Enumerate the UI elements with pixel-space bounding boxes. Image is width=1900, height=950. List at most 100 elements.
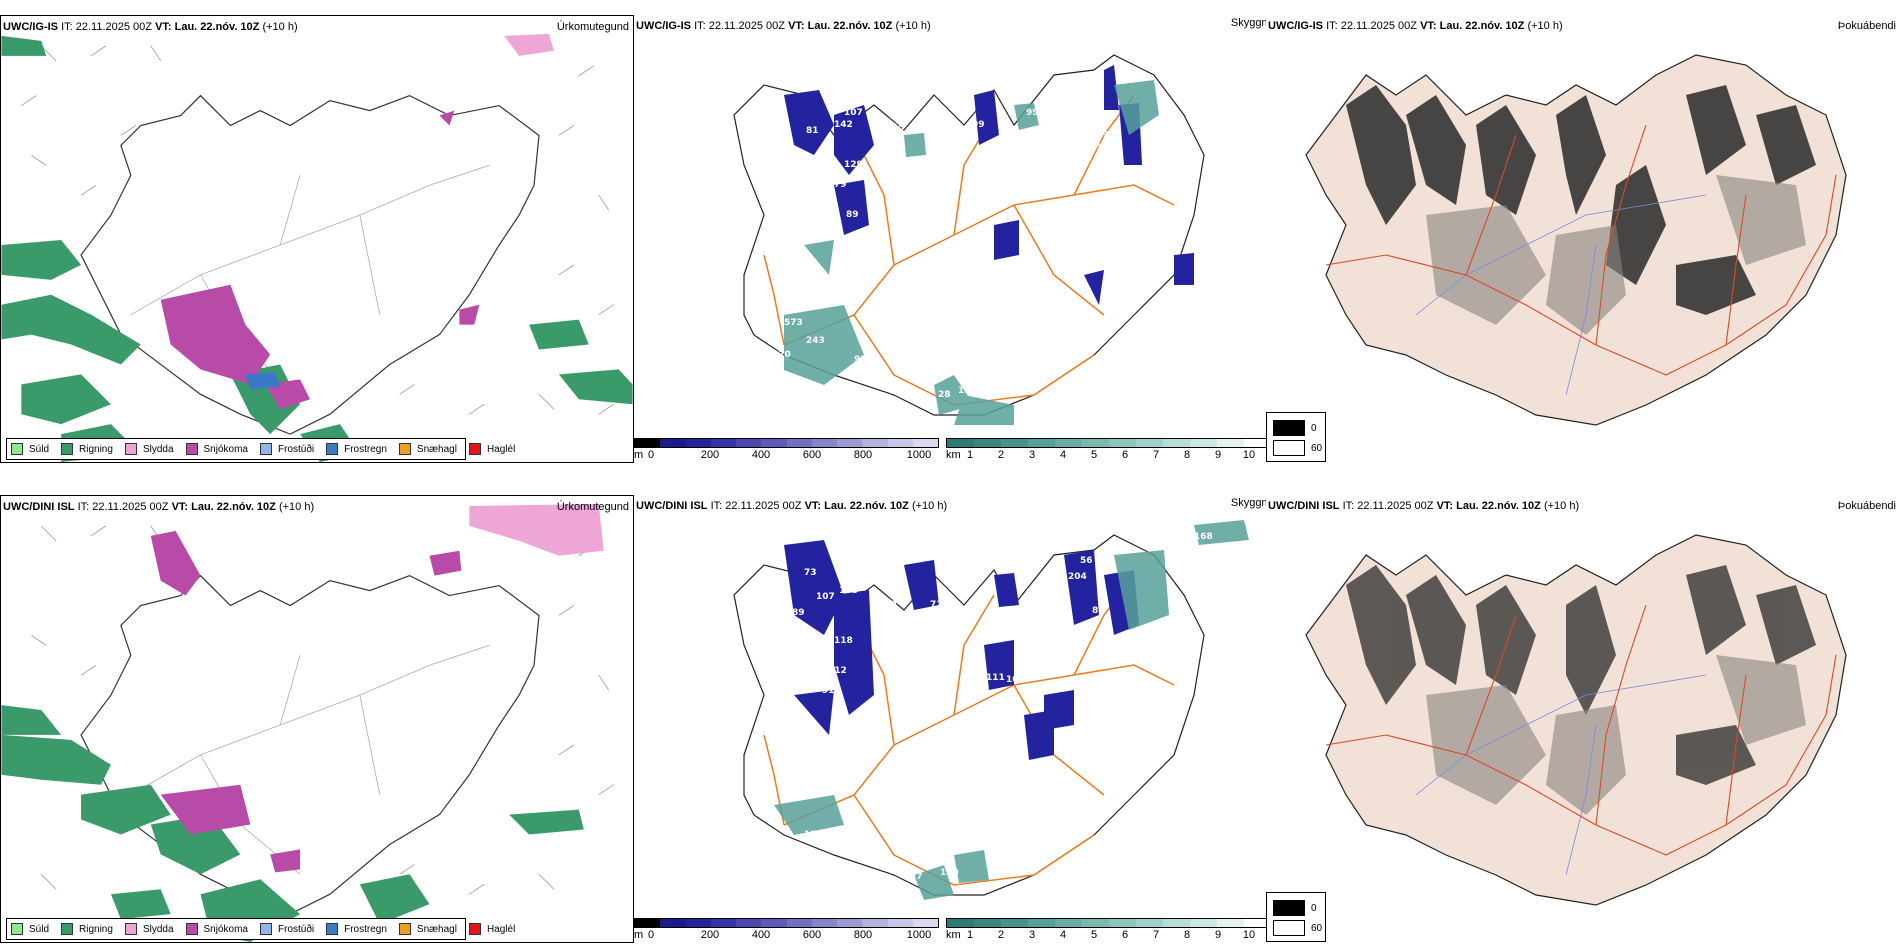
fog-legend-low: 0 bbox=[1273, 420, 1317, 436]
ceiling-tick: 600 bbox=[802, 449, 822, 461]
rivers bbox=[1415, 674, 1707, 876]
precip-legend-row2: Súld Rigning Slydda Snjókoma Frostúði Fr… bbox=[6, 918, 515, 940]
fog-field-name: Þokuábendi bbox=[1837, 20, 1896, 32]
legend-item: Frostúði bbox=[259, 443, 314, 455]
cloud-title-row1: UWC/IG-IS IT: 22.11.2025 00Z VT: Lau. 22… bbox=[636, 20, 931, 32]
fog-legend-high: 60 bbox=[1273, 920, 1322, 936]
ceiling-label: 591 bbox=[1068, 93, 1087, 103]
sleet-areas bbox=[469, 503, 604, 556]
ceiling-tick: 400 bbox=[751, 449, 771, 461]
ceiling-labels: 73 89 107 108 118 72 152 112 91 81 20 10… bbox=[770, 532, 1213, 882]
visibility-tick: 7 bbox=[1152, 929, 1160, 941]
visibility-areas bbox=[784, 80, 1159, 425]
precip-map-row1 bbox=[1, 33, 633, 462]
ceiling-label: 142 bbox=[834, 120, 853, 130]
precip-map-row2 bbox=[1, 503, 614, 942]
ceiling-label: 81 bbox=[770, 713, 783, 723]
cloud-field-name: Skyggni bbox=[1230, 497, 1270, 509]
ceiling-label: 20 bbox=[884, 600, 897, 610]
fog-title-row2: UWC/DINI ISL IT: 22.11.2025 00Z VT: Lau.… bbox=[1268, 500, 1580, 512]
visibility-tick: 10 bbox=[1242, 449, 1256, 461]
ceiling-label: 99 bbox=[980, 238, 993, 248]
ceiling-colorbar-row2: m 0 200 400 600 800 1000 bbox=[634, 918, 939, 942]
ceiling-label: 89 bbox=[846, 210, 859, 220]
legend-item: Snæhagl bbox=[398, 443, 457, 455]
fog-field-name: Þokuábendi bbox=[1837, 500, 1896, 512]
ceiling-label: 243 bbox=[806, 336, 825, 346]
ceiling-label: 87 bbox=[1092, 606, 1105, 616]
ceiling-label: 122 bbox=[804, 830, 823, 840]
cloud-panel-row1: 81 142 107 89 129 79 108 89 96 77 15 99 … bbox=[634, 15, 1274, 463]
visibility-unit: km bbox=[946, 449, 961, 461]
low-ceiling-areas bbox=[784, 540, 1139, 760]
ceiling-label: 111 bbox=[986, 673, 1005, 683]
ceiling-label: 206 bbox=[1050, 770, 1069, 780]
ceiling-label: 573 bbox=[784, 318, 803, 328]
ceiling-label: 168 bbox=[1194, 532, 1213, 542]
legend-item: Frostúði bbox=[259, 923, 314, 935]
ceiling-label: 108 bbox=[839, 586, 858, 596]
fog-title-row1: UWC/IG-IS IT: 22.11.2025 00Z VT: Lau. 22… bbox=[1268, 20, 1563, 32]
visibility-tick: 2 bbox=[997, 449, 1005, 461]
sleet-areas bbox=[504, 33, 554, 56]
legend-item: Súld bbox=[11, 443, 49, 455]
rain-areas bbox=[1, 35, 633, 462]
iceland-outline bbox=[80, 574, 540, 915]
fog-index-dark bbox=[1346, 565, 1816, 785]
fog-legend-row1: 0 60 bbox=[1266, 412, 1326, 462]
ceiling-tick: 200 bbox=[700, 449, 720, 461]
visibility-tick: 9 bbox=[1214, 449, 1222, 461]
precip-panel-row2: UWC/DINI ISL IT: 22.11.2025 00Z VT: Lau.… bbox=[0, 495, 634, 943]
ceiling-label: 89 bbox=[822, 146, 835, 156]
visibility-tick: 3 bbox=[1028, 929, 1036, 941]
precip-field-name: Úrkomutegund bbox=[556, 501, 629, 513]
ceiling-label: 56 bbox=[1080, 556, 1093, 566]
visibility-tick: 9 bbox=[1214, 929, 1222, 941]
ceiling-label: 120 bbox=[940, 868, 959, 878]
ceiling-label: 204 bbox=[1068, 572, 1087, 582]
visibility-tick: 8 bbox=[1183, 929, 1191, 941]
fog-index-dark bbox=[1346, 85, 1816, 315]
ceiling-label: 129 bbox=[844, 160, 863, 170]
legend-item: Súld bbox=[11, 923, 49, 935]
legend-item: Slydda bbox=[124, 923, 174, 935]
ceiling-unit: m bbox=[634, 929, 644, 941]
legend-item: Haglél bbox=[468, 443, 515, 455]
ceiling-label: 984 bbox=[854, 355, 873, 365]
fog-map-row1 bbox=[1305, 54, 1847, 426]
ceiling-tick: 0 bbox=[647, 929, 655, 941]
visibility-tick: 1 bbox=[966, 929, 974, 941]
road-network bbox=[130, 164, 490, 395]
iceland-outline bbox=[80, 94, 540, 435]
ceiling-label: 99 bbox=[1026, 108, 1039, 118]
ceiling-label: 118 bbox=[834, 636, 853, 646]
visibility-tick: 10 bbox=[1242, 929, 1256, 941]
ceiling-label: 107 bbox=[844, 108, 863, 118]
ceiling-labels: 81 142 107 89 129 79 108 89 96 77 15 99 … bbox=[724, 93, 1129, 400]
red-roads bbox=[1325, 124, 1837, 376]
ceiling-label: 109 bbox=[1006, 675, 1025, 685]
fog-map-row2 bbox=[1305, 534, 1847, 906]
ceiling-unit: m bbox=[634, 449, 644, 461]
visibility-colorbar-row2: km 1 2 3 4 5 6 7 8 9 10 bbox=[946, 918, 1272, 942]
ceiling-label: 28 bbox=[938, 390, 951, 400]
visibility-tick: 6 bbox=[1121, 929, 1129, 941]
precip-title-row1: UWC/IG-IS IT: 22.11.2025 00Z VT: Lau. 22… bbox=[3, 21, 298, 33]
visibility-tick: 4 bbox=[1059, 449, 1067, 461]
cloud-field-name: Skyggni bbox=[1230, 17, 1270, 29]
legend-item: Frostregn bbox=[326, 443, 387, 455]
legend-item: Snjókoma bbox=[185, 443, 248, 455]
precip-field-name: Úrkomutegund bbox=[556, 21, 629, 33]
ceiling-label: 18 bbox=[1096, 643, 1109, 653]
ceiling-color-boxes bbox=[634, 438, 939, 448]
visibility-color-boxes bbox=[946, 918, 1272, 928]
ceiling-label: 220 bbox=[772, 350, 791, 360]
ceiling-tick: 400 bbox=[751, 929, 771, 941]
ceiling-label: 100 bbox=[906, 628, 925, 638]
legend-item: Snjókoma bbox=[185, 923, 248, 935]
ceiling-label: 117 bbox=[1026, 588, 1045, 598]
visibility-tick: 1 bbox=[966, 449, 974, 461]
legend-item: Slydda bbox=[124, 443, 174, 455]
red-roads bbox=[1325, 604, 1837, 856]
ceiling-label: 77 bbox=[724, 244, 737, 254]
